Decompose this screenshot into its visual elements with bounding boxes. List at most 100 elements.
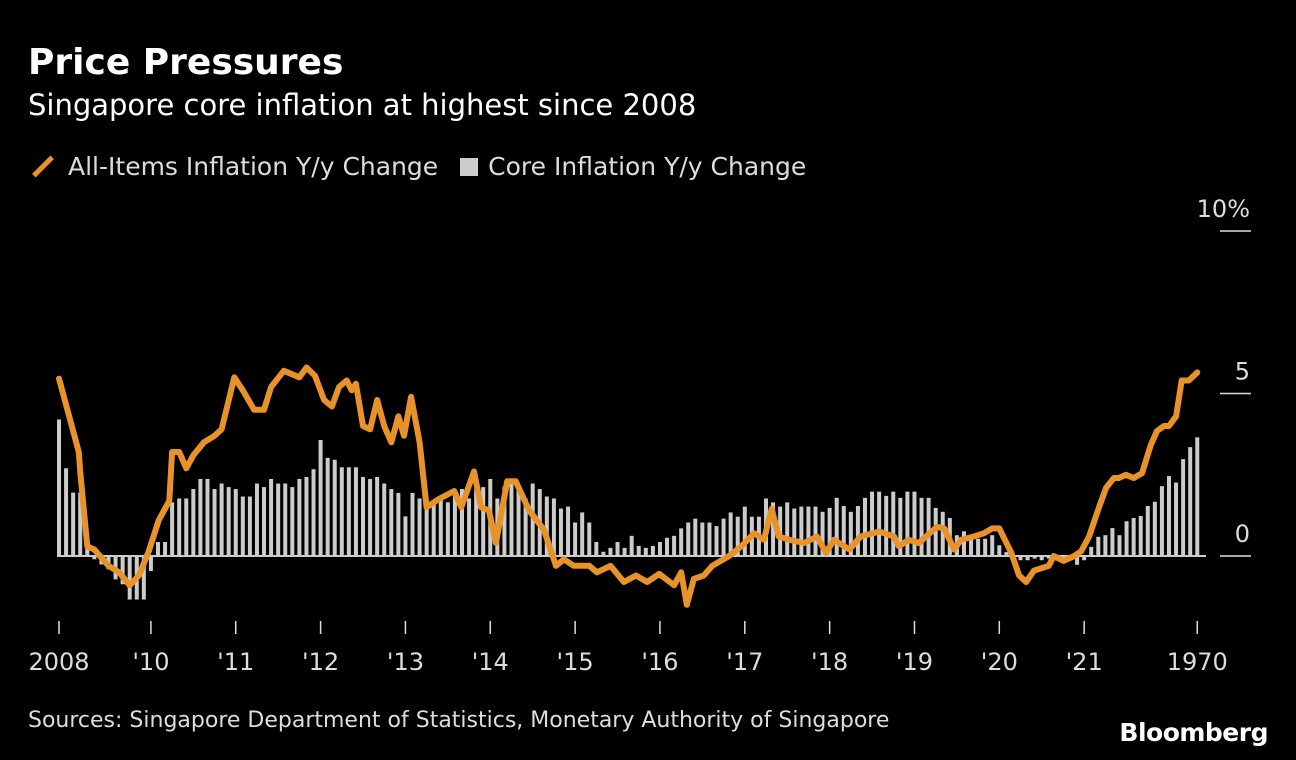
core-inflation-bar [608,547,613,556]
source-note: Sources: Singapore Department of Statist… [28,708,890,733]
core-inflation-bar [1188,447,1193,556]
x-tick-label: '13 [387,648,424,676]
core-inflation-bar [1117,535,1122,556]
core-inflation-bar [912,491,917,556]
core-inflation-bar [233,489,238,556]
core-inflation-bar [601,551,606,556]
core-inflation-bar [155,542,160,556]
core-inflation-bar [339,467,344,556]
core-inflation-bar [325,457,330,556]
core-inflation-bar [205,478,210,556]
core-inflation-bar [396,492,401,556]
core-inflation-bar [1018,556,1023,561]
core-inflation-bar [679,528,684,556]
core-inflation-bar [290,487,295,556]
x-tick-label: '12 [302,648,339,676]
core-inflation-bar [269,478,274,556]
core-inflation-bar [198,478,203,556]
core-inflation-bar [693,518,698,556]
core-inflation-bar [516,487,521,556]
core-inflation-bar [707,522,712,556]
core-inflation-bar [410,492,415,556]
core-inflation-bar [1145,505,1150,556]
legend-label-core: Core Inflation Y/y Change [488,152,807,181]
core-inflation-bar [297,478,302,556]
core-inflation-bar [1082,556,1087,561]
core-inflation-bar [120,556,125,585]
core-inflation-bar [353,467,358,556]
all-items-inflation-line [56,364,1201,608]
core-inflation-bar [834,497,839,556]
core-inflation-bar [841,505,846,556]
core-inflation-bar [665,537,670,556]
core-inflation-bar [940,511,945,556]
core-inflation-bar [742,506,747,556]
core-inflation-bar [544,496,549,556]
core-inflation-bar [1152,501,1157,556]
y-tick-label: 5 [1235,358,1250,386]
core-inflation-bar [1174,482,1179,556]
core-inflation-bar [636,545,641,556]
core-inflation-bar [558,508,563,556]
core-inflation-bar [926,497,931,556]
core-inflation-bar [318,439,323,556]
x-tick-label: '18 [811,648,848,676]
core-inflation-bar [523,498,528,556]
core-inflation-bar [240,496,245,556]
core-inflation-bar [657,542,662,556]
core-inflation-bar [862,497,867,556]
core-inflation-bar [728,512,733,556]
core-inflation-bar [792,508,797,556]
x-tick-label: 1970 [1167,648,1228,676]
x-tick-label: '14 [472,648,509,676]
core-inflation-bar [85,546,90,556]
core-inflation-bar [276,483,281,556]
core-inflation-bar [254,483,259,556]
core-inflation-bar [1195,437,1200,556]
core-inflation-bar [1131,517,1136,556]
core-inflation-bar [813,506,818,556]
core-inflation-bar [1075,556,1080,565]
core-inflation-bar [403,516,408,556]
core-inflation-bar [438,498,443,556]
core-inflation-bar [361,477,366,556]
core-inflation-bar [212,489,217,556]
x-tick-label: '10 [132,648,169,676]
core-inflation-bar [997,545,1002,556]
core-inflation-bar [573,522,578,556]
core-inflation-bar [615,542,620,556]
core-inflation-bar [905,491,910,556]
core-inflation-bar [1138,516,1143,556]
core-inflation-bar [827,507,832,556]
core-inflation-bar [969,535,974,556]
x-tick-label: '11 [217,648,254,676]
core-inflation-bar [148,556,153,571]
chart-title: Price Pressures [28,42,344,83]
core-inflation-bar [346,467,351,556]
core-inflation-bar [283,483,288,556]
core-inflation-bar [127,556,132,600]
core-inflation-bar [191,489,196,556]
core-inflation-bar [961,531,966,556]
core-inflation-bar [884,495,889,556]
core-inflation-bar [459,489,464,556]
core-inflation-bar [304,477,309,556]
core-inflation-bar [1089,546,1094,556]
core-inflation-bar [891,491,896,556]
core-inflation-bar [1039,556,1044,561]
core-inflation-bar [1124,521,1129,556]
core-inflation-bar [983,538,988,556]
core-inflation-bar [672,535,677,556]
core-inflation-bar [431,502,436,556]
core-inflation-bar [481,487,486,556]
core-inflation-bar [976,538,981,556]
x-tick-label: '19 [896,648,933,676]
core-inflation-bar [1110,528,1115,556]
core-inflation-bar [580,512,585,556]
core-inflation-bar [177,498,182,556]
core-inflation-bar [587,522,592,556]
core-inflation-bar [445,502,450,556]
core-inflation-bar [368,478,373,556]
core-inflation-bar [799,506,804,556]
